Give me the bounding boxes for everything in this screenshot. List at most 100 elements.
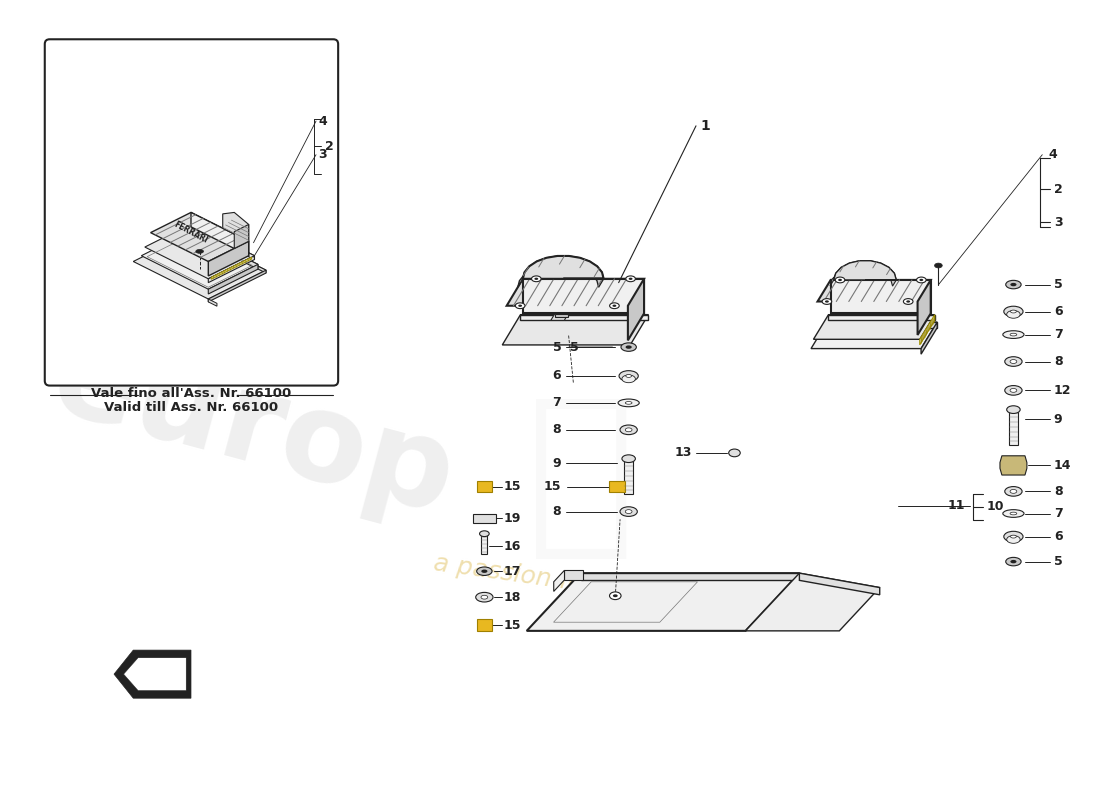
- Polygon shape: [518, 256, 604, 287]
- Ellipse shape: [1010, 512, 1016, 515]
- Polygon shape: [827, 322, 937, 328]
- Ellipse shape: [480, 531, 490, 537]
- Polygon shape: [814, 314, 935, 339]
- Ellipse shape: [1004, 357, 1022, 366]
- Ellipse shape: [1010, 334, 1016, 336]
- Bar: [482, 534, 487, 554]
- Polygon shape: [208, 299, 217, 306]
- Polygon shape: [507, 278, 644, 306]
- Ellipse shape: [619, 370, 638, 382]
- Ellipse shape: [935, 263, 943, 268]
- Polygon shape: [554, 314, 569, 317]
- Bar: [476, 619, 492, 631]
- Ellipse shape: [1010, 389, 1016, 392]
- Polygon shape: [191, 224, 254, 259]
- Polygon shape: [917, 280, 931, 335]
- Text: 15: 15: [543, 480, 561, 493]
- Text: 8: 8: [1054, 355, 1063, 368]
- Polygon shape: [151, 213, 249, 262]
- Polygon shape: [564, 570, 583, 580]
- Ellipse shape: [838, 278, 842, 281]
- Text: 5: 5: [570, 341, 579, 354]
- Polygon shape: [834, 261, 896, 280]
- Bar: [609, 481, 625, 492]
- Text: 7: 7: [1054, 328, 1063, 341]
- Ellipse shape: [906, 300, 910, 302]
- Ellipse shape: [481, 595, 487, 599]
- Ellipse shape: [1004, 531, 1023, 542]
- Polygon shape: [208, 270, 266, 302]
- Ellipse shape: [535, 278, 538, 280]
- Polygon shape: [141, 231, 257, 289]
- Polygon shape: [628, 278, 643, 340]
- Polygon shape: [208, 242, 249, 276]
- Text: FERRARI: FERRARI: [173, 219, 209, 245]
- Text: 8: 8: [1054, 485, 1063, 498]
- Polygon shape: [191, 233, 266, 273]
- Text: 7: 7: [552, 396, 561, 410]
- Text: 1: 1: [701, 119, 711, 133]
- Ellipse shape: [1010, 490, 1016, 494]
- Text: 13: 13: [674, 446, 692, 459]
- Polygon shape: [145, 224, 254, 278]
- Text: 14: 14: [1054, 459, 1071, 472]
- Text: 5: 5: [1054, 278, 1063, 291]
- Polygon shape: [114, 650, 191, 698]
- Polygon shape: [234, 225, 249, 249]
- Ellipse shape: [835, 277, 845, 283]
- Polygon shape: [920, 314, 935, 345]
- Text: 18: 18: [504, 590, 521, 604]
- Ellipse shape: [625, 402, 632, 404]
- Text: 16: 16: [504, 540, 521, 553]
- Ellipse shape: [531, 276, 541, 282]
- Polygon shape: [191, 213, 249, 256]
- Ellipse shape: [625, 428, 632, 432]
- Ellipse shape: [626, 374, 631, 378]
- Ellipse shape: [482, 570, 487, 573]
- Text: 3: 3: [1054, 215, 1063, 229]
- Text: 6: 6: [552, 370, 561, 382]
- Bar: [1009, 411, 1019, 446]
- Text: 17: 17: [504, 565, 521, 578]
- Polygon shape: [123, 658, 186, 690]
- Polygon shape: [222, 213, 249, 242]
- Text: 15: 15: [504, 480, 521, 493]
- Ellipse shape: [1005, 280, 1021, 289]
- Ellipse shape: [626, 276, 636, 282]
- Polygon shape: [527, 573, 800, 631]
- Ellipse shape: [1003, 510, 1024, 518]
- Polygon shape: [828, 314, 935, 320]
- Text: 9: 9: [552, 457, 561, 470]
- Polygon shape: [800, 573, 880, 594]
- FancyBboxPatch shape: [45, 39, 338, 386]
- Polygon shape: [830, 261, 896, 286]
- Ellipse shape: [1003, 330, 1024, 338]
- Ellipse shape: [1004, 306, 1023, 317]
- Polygon shape: [208, 264, 257, 294]
- Ellipse shape: [620, 506, 637, 516]
- Text: 12: 12: [1054, 384, 1071, 397]
- Polygon shape: [208, 256, 254, 282]
- Ellipse shape: [1011, 535, 1016, 538]
- Text: 5: 5: [552, 341, 561, 354]
- Ellipse shape: [1006, 310, 1020, 318]
- Polygon shape: [522, 278, 644, 314]
- Ellipse shape: [621, 455, 636, 462]
- Ellipse shape: [609, 592, 622, 599]
- Polygon shape: [211, 257, 252, 279]
- Ellipse shape: [625, 510, 632, 514]
- Polygon shape: [746, 573, 880, 631]
- Polygon shape: [520, 314, 648, 321]
- Ellipse shape: [613, 594, 618, 597]
- Polygon shape: [830, 280, 931, 314]
- Ellipse shape: [621, 343, 637, 351]
- Ellipse shape: [1010, 359, 1016, 363]
- Polygon shape: [183, 228, 191, 235]
- Text: 2: 2: [324, 139, 333, 153]
- Text: 4: 4: [1048, 148, 1057, 162]
- Ellipse shape: [618, 399, 639, 406]
- Ellipse shape: [621, 375, 636, 382]
- Ellipse shape: [903, 298, 913, 304]
- Ellipse shape: [1011, 310, 1016, 313]
- Ellipse shape: [1006, 536, 1020, 543]
